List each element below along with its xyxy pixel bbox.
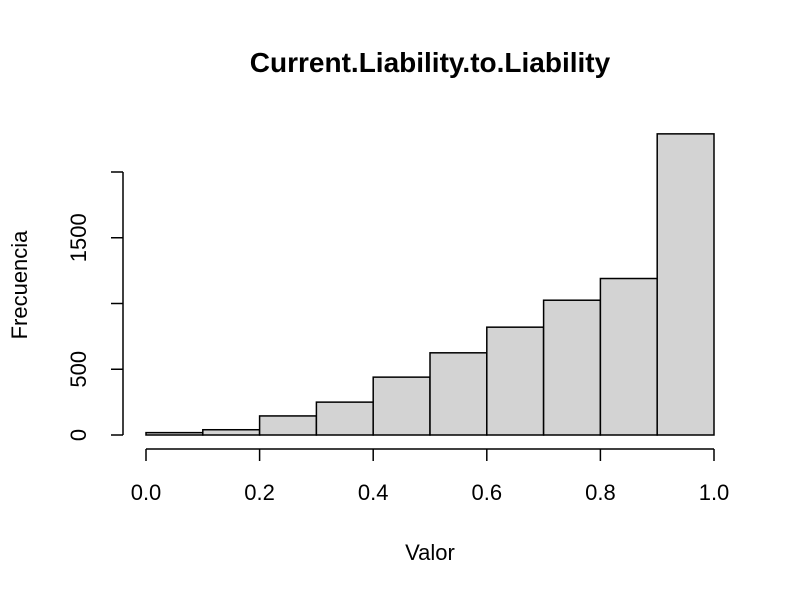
x-tick-label: 0.6 xyxy=(472,480,503,505)
x-tick-label: 0.4 xyxy=(358,480,389,505)
histogram-bar xyxy=(372,376,431,436)
x-axis: 0.0 0.2 0.4 0.6 0.8 1.0 xyxy=(131,448,730,505)
y-axis-label: Frecuencia xyxy=(7,230,32,340)
histogram-bar xyxy=(145,431,204,436)
bars-group xyxy=(145,133,715,436)
histogram-bar xyxy=(315,401,374,436)
histogram-bar xyxy=(486,326,545,436)
histogram-bar xyxy=(202,428,261,436)
y-tick-label: 500 xyxy=(66,351,91,388)
x-tick-label: 1.0 xyxy=(699,480,730,505)
histogram-bar xyxy=(258,415,318,436)
y-tick-label: 1500 xyxy=(66,213,91,262)
x-tick-label: 0.0 xyxy=(131,480,162,505)
x-tick-label: 0.2 xyxy=(244,480,275,505)
histogram-bar xyxy=(429,352,488,436)
histogram-bar xyxy=(542,299,602,436)
chart-title: Current.Liability.to.Liability xyxy=(250,47,611,78)
x-axis-label: Valor xyxy=(405,540,455,565)
histogram-bar xyxy=(656,133,715,436)
histogram-bar xyxy=(599,277,658,436)
y-tick-label: 0 xyxy=(66,429,91,441)
x-tick-label: 0.8 xyxy=(585,480,616,505)
y-axis: 0 500 1500 xyxy=(66,171,124,441)
